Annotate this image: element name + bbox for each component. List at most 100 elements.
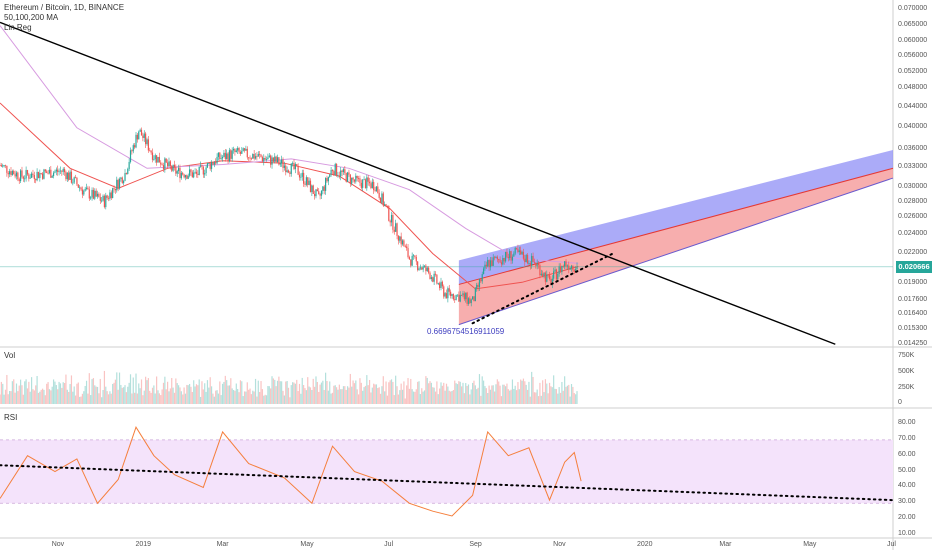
volume-bar: [83, 391, 85, 404]
rsi-band: [0, 439, 893, 504]
candle-body: [357, 178, 360, 180]
volume-bar: [79, 396, 81, 404]
candle-body: [85, 187, 88, 189]
volume-tick-label: 0: [898, 399, 902, 406]
candle-body: [212, 162, 214, 165]
ma-legend: 50,100,200 MA: [4, 13, 59, 22]
candle-body: [154, 155, 156, 160]
candle-body: [110, 192, 112, 199]
time-tick-label: Sep: [469, 541, 482, 548]
volume-bar: [182, 394, 184, 404]
candle-body: [160, 162, 162, 165]
candle-body: [297, 166, 299, 175]
candle-body: [88, 189, 90, 199]
volume-bar: [169, 388, 171, 404]
candle-body: [493, 257, 496, 259]
volume-bar: [418, 381, 420, 404]
volume-bar: [558, 387, 560, 404]
candle-body: [456, 294, 459, 296]
candle-body: [448, 288, 450, 292]
candle-body: [147, 139, 149, 151]
volume-bar: [232, 390, 235, 404]
candle-body: [145, 133, 147, 145]
volume-bar: [458, 381, 460, 404]
candle-body: [573, 269, 575, 272]
volume-bar: [322, 380, 324, 404]
volume-bar: [367, 385, 369, 404]
volume-bar: [132, 377, 134, 404]
candle-body: [428, 267, 430, 273]
volume-bar: [135, 373, 137, 404]
time-tick-label: Nov: [51, 541, 65, 548]
candle-body: [210, 162, 213, 169]
candle-body: [425, 265, 427, 272]
candle-body: [184, 175, 187, 178]
candle-body: [272, 157, 274, 162]
volume-bar: [20, 379, 22, 404]
volume-bar: [55, 385, 57, 404]
candle-body: [213, 162, 215, 165]
candle-body: [90, 197, 92, 199]
volume-bar: [150, 392, 152, 404]
volume-bar: [384, 391, 386, 404]
candle-body: [568, 265, 570, 270]
price-tick-label: 0.026000: [898, 213, 928, 221]
volume-bar: [559, 392, 562, 404]
volume-bar: [476, 389, 478, 404]
price-tick-label: 0.030000: [898, 183, 928, 191]
candle-body: [520, 250, 522, 255]
candle-body: [287, 170, 290, 173]
volume-bar: [408, 388, 411, 404]
candle-body: [408, 257, 411, 260]
candle-body: [432, 277, 434, 282]
volume-bar: [226, 380, 228, 404]
candle-body: [294, 164, 296, 170]
volume-bar: [10, 391, 12, 404]
rsi-tick-label: 70.00: [898, 434, 916, 442]
candle-body: [555, 269, 558, 280]
volume-bar: [110, 393, 112, 404]
volume-bar: [202, 389, 204, 404]
candle-body: [39, 173, 41, 179]
volume-bar: [294, 383, 296, 404]
candle-body: [485, 264, 487, 267]
candle-body: [308, 180, 310, 185]
candle-body: [390, 214, 393, 223]
volume-bar: [319, 384, 321, 404]
candle-body: [458, 294, 460, 302]
volume-bar: [303, 385, 305, 404]
candle-body: [150, 150, 152, 153]
volume-bar: [265, 395, 268, 404]
candle-body: [165, 158, 167, 163]
candle-body: [70, 171, 73, 183]
volume-bar: [521, 380, 523, 404]
volume-bar: [348, 387, 350, 404]
volume-bar: [473, 380, 475, 404]
candle-body: [151, 152, 154, 160]
volume-bar: [125, 392, 127, 404]
volume-bar: [2, 383, 4, 404]
volume-bar: [70, 375, 73, 404]
volume-bar: [136, 393, 138, 404]
volume-bar: [74, 395, 77, 404]
volume-bar: [509, 390, 511, 404]
volume-bar: [278, 376, 280, 404]
volume-bar: [293, 382, 295, 404]
volume-bar: [105, 386, 107, 404]
volume-bar: [57, 389, 59, 404]
candle-body: [33, 175, 35, 180]
candle-body: [267, 157, 269, 160]
volume-bar: [33, 390, 35, 404]
candle-body: [0, 165, 1, 166]
candle-body: [423, 265, 426, 267]
volume-bar: [26, 388, 29, 404]
rsi-tick-label: 20.00: [898, 514, 916, 522]
ma-line-2: [0, 25, 579, 264]
volume-bar: [69, 384, 71, 404]
candle-body: [543, 272, 545, 277]
volume-bar: [433, 387, 435, 404]
volume-bar: [532, 376, 534, 404]
candle-body: [114, 188, 117, 191]
